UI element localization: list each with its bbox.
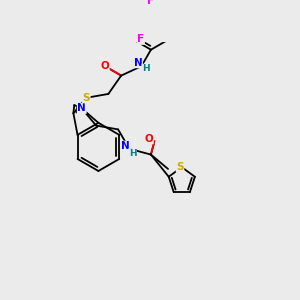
Text: H: H: [129, 148, 136, 158]
Text: H: H: [142, 64, 150, 73]
Text: N: N: [121, 141, 129, 151]
Text: S: S: [176, 162, 184, 172]
Text: O: O: [100, 61, 109, 71]
Text: F: F: [137, 34, 144, 44]
Text: N: N: [134, 58, 142, 68]
Text: F: F: [147, 0, 155, 6]
Text: N: N: [77, 103, 86, 113]
Text: S: S: [82, 93, 90, 103]
Text: O: O: [145, 134, 153, 144]
